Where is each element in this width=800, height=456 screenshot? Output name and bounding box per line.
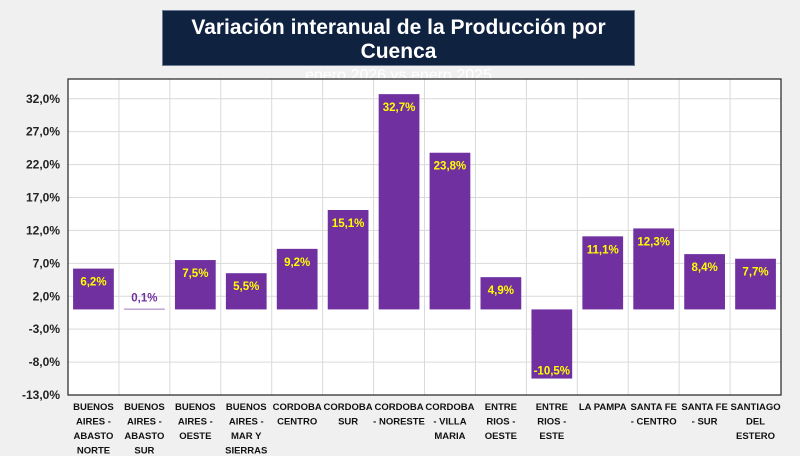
x-tick-label: - VILLA: [433, 417, 466, 428]
chart-title-box: Variación interanual de la Producción po…: [162, 10, 635, 84]
x-tick-label: BUENOS: [73, 402, 114, 413]
x-tick-label: OESTE: [179, 431, 211, 442]
y-tick-label: 12,0%: [26, 223, 60, 237]
x-tick-label: BUENOS: [226, 402, 267, 413]
data-label: 8,4%: [691, 262, 717, 274]
y-tick-label: 17,0%: [26, 191, 60, 205]
x-tick-label: ESTE: [539, 431, 564, 442]
x-tick-label: CORDOBA: [324, 402, 373, 413]
bar: [735, 258, 776, 310]
y-tick-label: -3,0%: [29, 322, 61, 336]
x-tick-label: CENTRO: [277, 417, 317, 428]
y-tick-label: 2,0%: [33, 289, 61, 303]
plot-border: [67, 78, 782, 396]
x-tick-label: BUENOS: [175, 402, 216, 413]
x-tick-label: CORDOBA: [374, 402, 423, 413]
data-label: 7,5%: [182, 268, 208, 280]
y-tick-label: -13,0%: [22, 388, 60, 402]
x-tick-label: MAR Y: [231, 431, 262, 442]
bar: [633, 228, 675, 310]
bar: [684, 254, 725, 310]
y-tick-label: -8,0%: [29, 355, 61, 369]
x-tick-label: BUENOS: [124, 402, 165, 413]
y-tick-label: 32,0%: [26, 92, 60, 106]
bar: [480, 277, 522, 310]
x-tick-label: - NORESTE: [373, 417, 425, 428]
x-tick-label: CORDOBA: [425, 402, 474, 413]
x-tick-label: SANTA FE: [681, 402, 727, 413]
x-tick-label: ESTERO: [736, 431, 775, 442]
x-tick-label: SUR: [134, 446, 154, 456]
x-tick-label: AIRES -: [178, 417, 213, 428]
x-tick-label: CORDOBA: [273, 402, 322, 413]
x-tick-label: ABASTO: [73, 431, 113, 442]
x-tick-label: MARIA: [434, 431, 465, 442]
bar: [124, 308, 165, 310]
bar: [327, 210, 369, 310]
x-tick-label: OESTE: [485, 431, 517, 442]
x-tick-label: RIOS -: [486, 417, 515, 428]
x-tick-label: RIOS -: [537, 417, 566, 428]
x-tick-label: AIRES -: [229, 417, 264, 428]
data-label: -10,5%: [534, 366, 570, 378]
data-label: 23,8%: [434, 161, 467, 173]
x-tick-label: LA PAMPA: [579, 402, 627, 413]
bar: [276, 248, 318, 310]
data-label: 5,5%: [233, 281, 259, 293]
x-tick-label: SANTIAGO: [730, 402, 780, 413]
data-label: 6,2%: [80, 277, 106, 289]
x-tick-label: ABASTO: [124, 431, 164, 442]
x-tick-label: ENTRE: [485, 402, 517, 413]
bar: [174, 260, 216, 310]
bar: [73, 268, 114, 310]
data-label: 32,7%: [383, 102, 416, 114]
data-label: 11,1%: [587, 244, 619, 256]
x-tick-label: ENTRE: [536, 402, 568, 413]
x-tick-label: - SUR: [692, 417, 718, 428]
x-tick-label: SIERRAS: [225, 446, 267, 456]
x-tick-label: AIRES -: [76, 417, 111, 428]
chart-title: Variación interanual de la Producción po…: [191, 16, 606, 63]
y-tick-label: 27,0%: [26, 125, 60, 139]
bar: [429, 152, 471, 310]
data-label: 7,7%: [742, 267, 768, 279]
data-label: 0,1%: [131, 292, 157, 304]
x-tick-label: SANTA FE: [630, 402, 676, 413]
x-tick-label: SUR: [338, 417, 358, 428]
x-tick-label: NORTE: [77, 446, 110, 456]
bar: [582, 236, 624, 310]
x-tick-label: DEL: [746, 417, 765, 428]
y-tick-label: 7,0%: [33, 256, 61, 270]
y-tick-label: 22,0%: [26, 158, 60, 172]
data-label: 15,1%: [332, 218, 365, 230]
bar: [531, 309, 573, 379]
bar: [378, 94, 420, 310]
x-tick-label: AIRES -: [127, 417, 162, 428]
data-label: 9,2%: [284, 257, 310, 269]
bar: [225, 273, 267, 310]
data-label: 12,3%: [637, 236, 670, 248]
x-tick-label: - CENTRO: [631, 417, 677, 428]
data-label: 4,9%: [488, 285, 514, 297]
